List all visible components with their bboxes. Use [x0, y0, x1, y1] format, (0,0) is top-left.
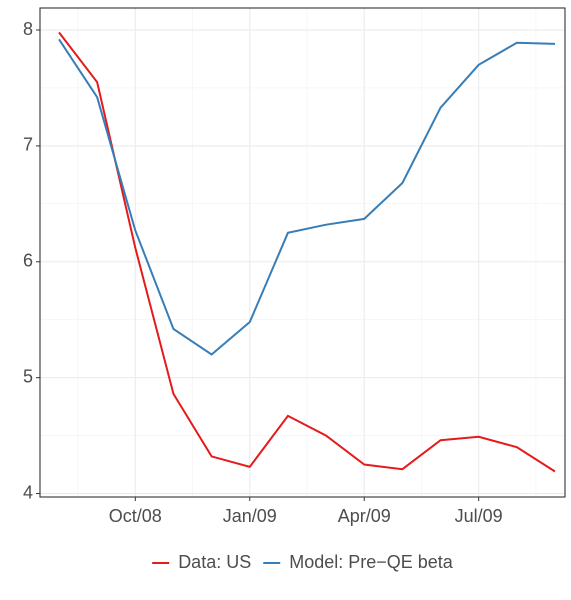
data-line [58, 31, 556, 473]
legend-label: Data: US [178, 552, 251, 572]
y-tick-label: 6 [23, 251, 33, 271]
x-tick-label: Oct/08 [109, 506, 162, 526]
y-tick-label: 7 [23, 135, 33, 155]
x-tick-label: Jan/09 [223, 506, 277, 526]
legend-label: Model: Pre−QE beta [289, 552, 454, 572]
legend: Data: US Model: Pre−QE beta [152, 552, 454, 572]
y-tick-label: 4 [23, 482, 33, 502]
x-tick-label: Apr/09 [338, 506, 391, 526]
plot-border [39, 7, 566, 498]
x-tick-label: Jul/09 [455, 506, 503, 526]
y-tick-label: 5 [23, 366, 33, 386]
data-line [58, 38, 556, 356]
y-tick-label: 8 [23, 19, 33, 39]
